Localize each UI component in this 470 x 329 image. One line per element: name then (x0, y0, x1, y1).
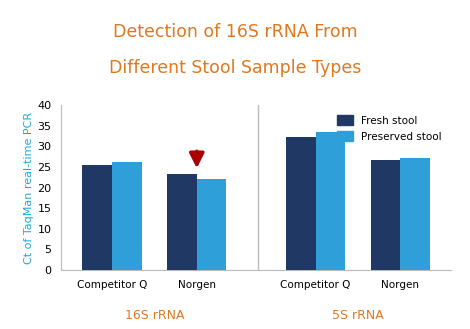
Text: Different Stool Sample Types: Different Stool Sample Types (109, 59, 361, 77)
Bar (400, 158, 430, 270)
Bar (112, 162, 141, 270)
Bar (371, 160, 400, 270)
Bar (197, 179, 227, 270)
Bar (315, 132, 345, 270)
Text: Detection of 16S rRNA From: Detection of 16S rRNA From (113, 23, 357, 41)
Text: 5S rRNA: 5S rRNA (332, 309, 384, 322)
Bar (167, 174, 197, 270)
Text: 16S rRNA: 16S rRNA (125, 309, 184, 322)
Y-axis label: Ct of TaqMan real-time PCR: Ct of TaqMan real-time PCR (24, 112, 34, 264)
Bar (286, 137, 315, 270)
Bar (82, 165, 112, 270)
Legend: Fresh stool, Preserved stool: Fresh stool, Preserved stool (333, 111, 446, 146)
